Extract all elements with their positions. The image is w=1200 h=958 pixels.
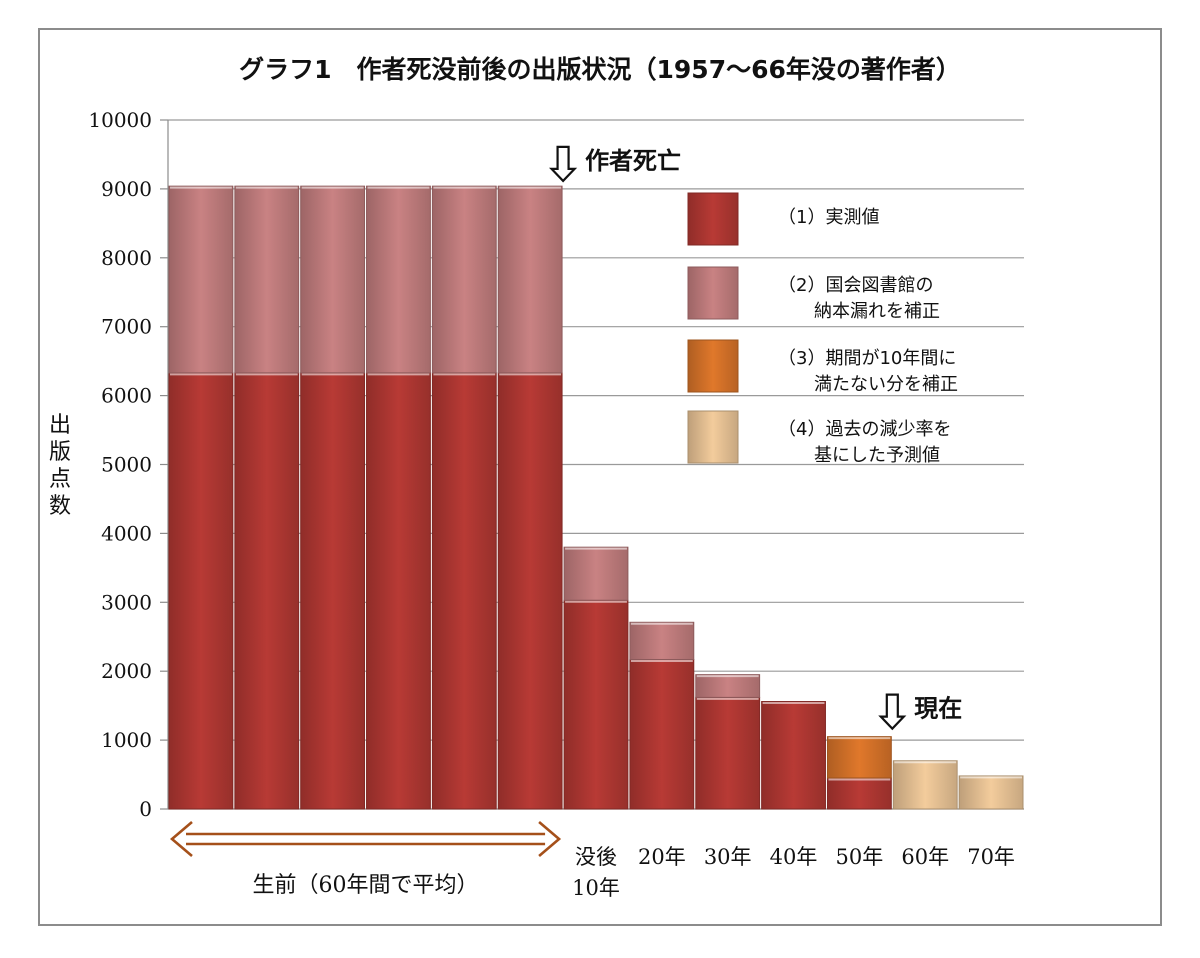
annotation-author-death: 作者死亡 <box>585 147 681 175</box>
legend-label-1: （1）実測値 <box>778 207 879 228</box>
legend-label-2: （2）国会図書館の <box>778 275 933 296</box>
annotation-present: 現在 <box>914 695 962 723</box>
y-tick-label: 2000 <box>101 659 152 683</box>
bar-40年-series-1 <box>761 701 826 810</box>
bar-生前1-series-1 <box>168 372 234 810</box>
legend-swatch-3 <box>687 339 739 393</box>
y-tick-label: 3000 <box>101 590 152 614</box>
bar-生前5-series-1 <box>431 372 497 810</box>
bar-生前3-series-2 <box>300 185 366 374</box>
bar-没後10年-series-1 <box>563 599 629 810</box>
range-arrow-right-head <box>538 821 562 857</box>
bar-生前4-series-2 <box>366 185 431 374</box>
x-tick-label: 30年 <box>704 845 752 869</box>
bar-生前6-series-2 <box>497 185 563 374</box>
legend-label-4: （4）過去の減少率を <box>778 419 951 440</box>
x-tick-label: 60年 <box>901 845 949 869</box>
y-tick-label: 10000 <box>88 108 152 132</box>
bar-50年-series-3 <box>826 736 892 779</box>
x-tick-label: 40年 <box>770 845 818 869</box>
y-axis-label-char: 版 <box>49 440 71 465</box>
death-down-arrow-icon <box>548 145 578 183</box>
bar-生前3-series-1 <box>300 372 366 810</box>
y-tick-label: 1000 <box>101 728 152 752</box>
bar-70年-series-4 <box>958 775 1024 810</box>
bar-50年-series-1 <box>826 777 892 810</box>
legend-swatch-1 <box>687 192 739 246</box>
range-label: 生前（60年間で平均） <box>253 873 479 898</box>
bar-生前4-series-1 <box>366 372 431 810</box>
y-tick-label: 7000 <box>101 315 152 339</box>
x-tick-label: 50年 <box>836 845 884 869</box>
bar-20年-series-1 <box>629 658 695 810</box>
bar-生前2-series-2 <box>234 185 300 374</box>
y-tick-label: 5000 <box>101 453 152 477</box>
legend-label-4: 基にした予測値 <box>778 445 940 466</box>
range-arrow-left-head <box>169 821 193 857</box>
bar-生前2-series-1 <box>234 372 300 810</box>
bar-生前5-series-2 <box>431 185 497 374</box>
bar-生前1-series-2 <box>168 185 234 374</box>
y-tick-label: 9000 <box>101 177 152 201</box>
legend-label-2: 納本漏れを補正 <box>778 301 940 322</box>
x-tick-label: 20年 <box>638 845 686 869</box>
legend-label-3: 満たない分を補正 <box>778 374 958 395</box>
bar-30年-series-2 <box>695 674 761 698</box>
bar-20年-series-2 <box>629 621 695 660</box>
legend-swatch-2 <box>687 266 739 320</box>
bar-30年-series-1 <box>695 696 761 810</box>
y-axis-label-char: 点 <box>49 467 71 492</box>
chart-title: グラフ1 作者死没前後の出版状況（1957〜66年没の著作者） <box>239 55 961 84</box>
present-down-arrow-icon <box>878 693 907 731</box>
y-tick-label: 8000 <box>101 246 152 270</box>
legend-label-3: （3）期間が10年間に <box>778 348 956 369</box>
bar-没後10年-series-2 <box>563 546 629 601</box>
y-tick-label: 0 <box>139 797 152 821</box>
bar-生前6-series-1 <box>497 372 563 810</box>
legend-swatch-4 <box>687 410 739 464</box>
x-tick-label: 没後 <box>575 845 617 869</box>
y-tick-label: 4000 <box>101 521 152 545</box>
x-tick-label: 70年 <box>967 845 1015 869</box>
y-axis-label-char: 数 <box>49 494 71 519</box>
y-tick-label: 6000 <box>101 384 152 408</box>
y-axis-label-char: 出 <box>49 413 71 438</box>
bar-60年-series-4 <box>892 760 958 810</box>
x-tick-label: 10年 <box>572 876 620 900</box>
